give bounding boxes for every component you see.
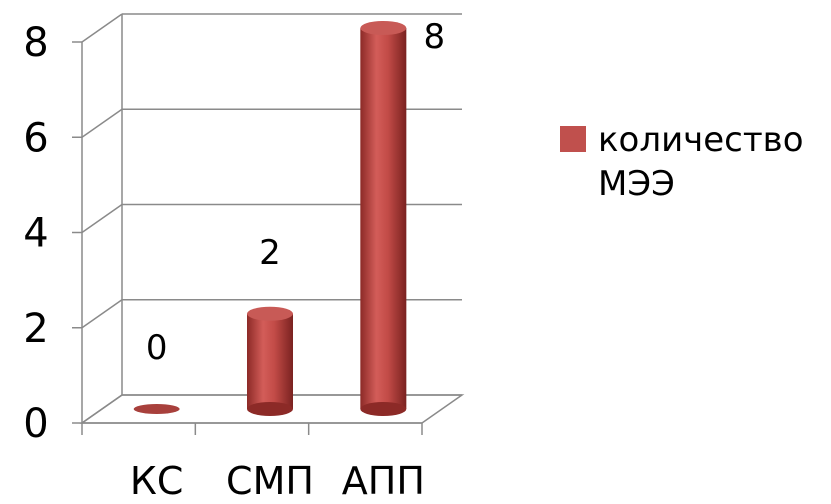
gridline-diagonal	[81, 394, 123, 424]
legend: количество МЭЭ	[560, 118, 830, 206]
legend-swatch	[560, 126, 586, 152]
labels-layer: 0 КС 2 СМП 8 АПП	[130, 17, 446, 503]
legend-item: количество МЭЭ	[560, 118, 830, 206]
bar-СМП	[247, 306, 293, 416]
gridline-diagonal	[81, 108, 123, 138]
axis-layer: 0 2 4 6 8	[23, 20, 423, 447]
bar-base	[360, 402, 407, 416]
y-tick-label: 8	[23, 20, 48, 66]
x-tick-label: СМП	[226, 459, 314, 499]
bar-top	[360, 21, 407, 35]
bar-base	[247, 402, 293, 416]
data-label: 0	[146, 328, 168, 368]
y-tick-label: 6	[23, 115, 48, 161]
bar-КС	[133, 404, 180, 414]
bar-body	[247, 313, 293, 409]
gridline-diagonal	[81, 203, 123, 234]
gridline-diagonal	[81, 299, 123, 329]
x-tick-label: АПП	[342, 459, 425, 499]
bars-layer	[133, 21, 407, 416]
bar-АПП	[360, 21, 407, 416]
gridline-diagonal	[81, 13, 123, 43]
y-tick-label: 4	[23, 211, 48, 257]
x-tick-label: КС	[130, 459, 184, 499]
data-label: 2	[259, 233, 281, 273]
bar-body	[360, 28, 407, 409]
bar-top	[247, 306, 293, 321]
legend-label: количество МЭЭ	[598, 120, 804, 204]
y-tick-label: 2	[23, 306, 48, 352]
y-tick-label: 0	[23, 401, 48, 447]
bar-flat	[133, 404, 180, 414]
data-label: 8	[424, 17, 446, 57]
